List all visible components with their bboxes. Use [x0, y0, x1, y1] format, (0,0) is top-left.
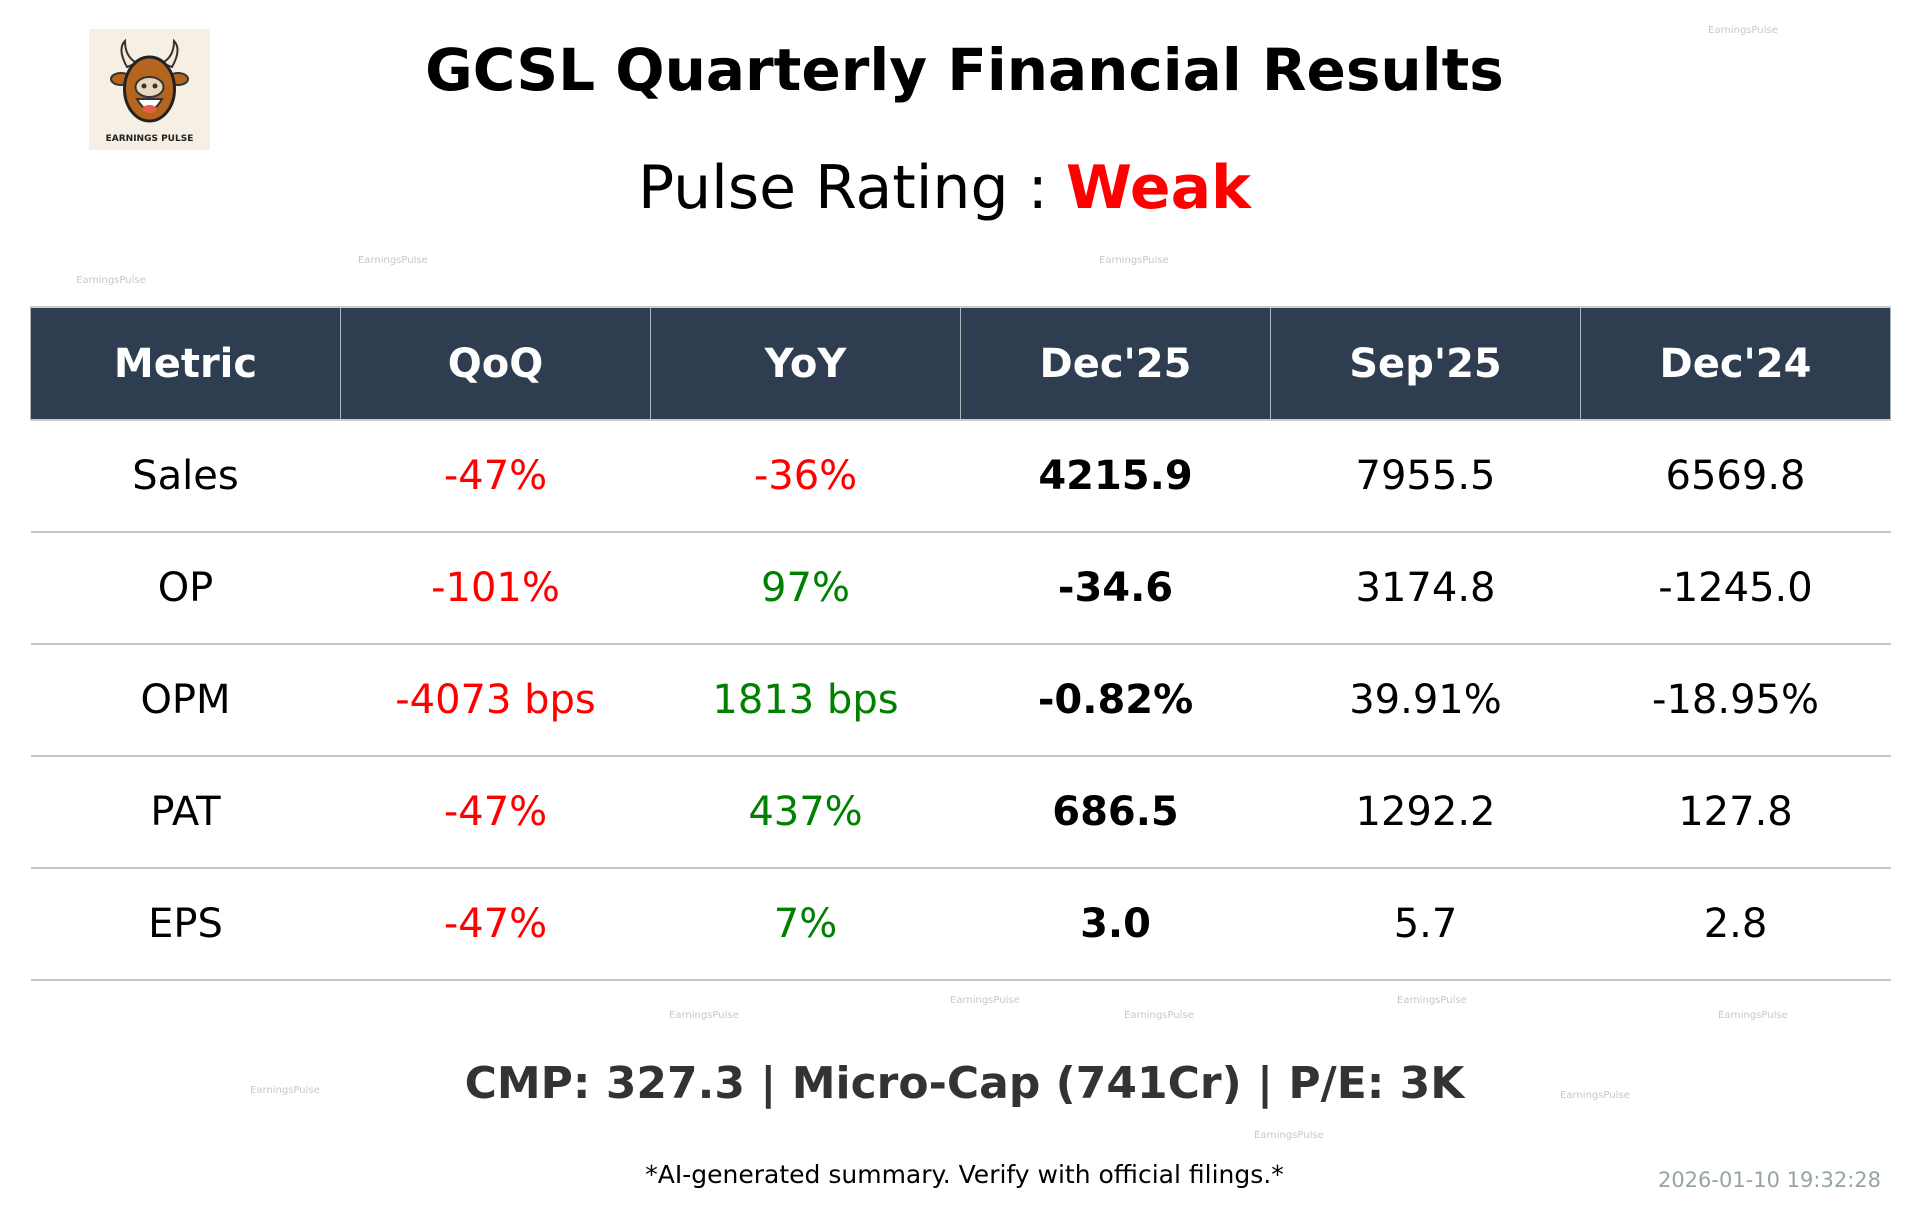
cell-dec25: -0.82%	[960, 644, 1271, 757]
header-sep25: Sep'25	[1270, 306, 1581, 421]
cell-dec25: 3.0	[960, 868, 1271, 981]
cell-yoy: -36%	[650, 420, 961, 533]
watermark: EarningsPulse	[1254, 1130, 1324, 1141]
watermark: EarningsPulse	[1397, 995, 1467, 1006]
watermark: EarningsPulse	[1708, 25, 1778, 36]
cell-dec24: 127.8	[1580, 756, 1891, 869]
cell-sep25: 3174.8	[1270, 532, 1581, 645]
header-yoy: YoY	[650, 306, 961, 421]
header-dec25: Dec'25	[960, 306, 1271, 421]
pulse-rating: Pulse Rating : Weak	[0, 153, 1919, 223]
logo-text: EARNINGS PULSE	[105, 134, 194, 144]
pulse-rating-value: Weak	[1065, 153, 1251, 223]
cell-qoq: -47%	[340, 420, 651, 533]
watermark: EarningsPulse	[250, 1085, 320, 1096]
watermark: EarningsPulse	[1099, 255, 1169, 266]
cell-dec25: 4215.9	[960, 420, 1271, 533]
cell-sep25: 39.91%	[1270, 644, 1581, 757]
cell-yoy: 437%	[650, 756, 961, 869]
cell-dec24: 2.8	[1580, 868, 1891, 981]
cell-dec24: 6569.8	[1580, 420, 1891, 533]
results-table: Metric QoQ YoY Dec'25 Sep'25 Dec'24 Sale…	[30, 306, 1891, 981]
cell-dec24: -1245.0	[1580, 532, 1891, 645]
cell-dec25: 686.5	[960, 756, 1271, 869]
table-row-eps: EPS -47% 7% 3.0 5.7 2.8	[30, 868, 1891, 981]
cmp-summary: CMP: 327.3 | Micro-Cap (741Cr) | P/E: 3K	[464, 1058, 1465, 1109]
bull-icon	[110, 38, 189, 123]
timestamp: 2026-01-10 19:32:28	[1657, 1168, 1881, 1192]
header-qoq: QoQ	[340, 306, 651, 421]
cell-metric: EPS	[30, 868, 341, 981]
cell-sep25: 1292.2	[1270, 756, 1581, 869]
cell-metric: Sales	[30, 420, 341, 533]
cell-metric: PAT	[30, 756, 341, 869]
table-header-row: Metric QoQ YoY Dec'25 Sep'25 Dec'24	[30, 306, 1891, 421]
pulse-rating-label: Pulse Rating :	[638, 153, 1048, 223]
cell-qoq: -101%	[340, 532, 651, 645]
table-row-sales: Sales -47% -36% 4215.9 7955.5 6569.8	[30, 420, 1891, 533]
watermark: EarningsPulse	[1560, 1090, 1630, 1101]
table-row-opm: OPM -4073 bps 1813 bps -0.82% 39.91% -18.95%	[30, 644, 1891, 757]
table-row-pat: PAT -47% 437% 686.5 1292.2 127.8	[30, 756, 1891, 869]
cell-yoy: 97%	[650, 532, 961, 645]
disclaimer: *AI-generated summary. Verify with offic…	[645, 1160, 1284, 1189]
cell-sep25: 7955.5	[1270, 420, 1581, 533]
watermark: EarningsPulse	[1124, 1010, 1194, 1021]
watermark: EarningsPulse	[358, 255, 428, 266]
cell-yoy: 7%	[650, 868, 961, 981]
watermark: EarningsPulse	[76, 275, 146, 286]
cell-qoq: -47%	[340, 868, 651, 981]
watermark: EarningsPulse	[950, 995, 1020, 1006]
cell-metric: OPM	[30, 644, 341, 757]
cell-sep25: 5.7	[1270, 868, 1581, 981]
watermark: EarningsPulse	[1718, 1010, 1788, 1021]
earnings-pulse-logo: EARNINGS PULSE	[89, 29, 210, 150]
header-dec24: Dec'24	[1580, 306, 1891, 421]
cell-qoq: -47%	[340, 756, 651, 869]
cell-qoq: -4073 bps	[340, 644, 651, 757]
table-row-op: OP -101% 97% -34.6 3174.8 -1245.0	[30, 532, 1891, 645]
cell-dec24: -18.95%	[1580, 644, 1891, 757]
cell-metric: OP	[30, 532, 341, 645]
cell-yoy: 1813 bps	[650, 644, 961, 757]
cell-dec25: -34.6	[960, 532, 1271, 645]
header-metric: Metric	[30, 306, 341, 421]
page-title: GCSL Quarterly Financial Results	[425, 36, 1504, 104]
watermark: EarningsPulse	[669, 1010, 739, 1021]
